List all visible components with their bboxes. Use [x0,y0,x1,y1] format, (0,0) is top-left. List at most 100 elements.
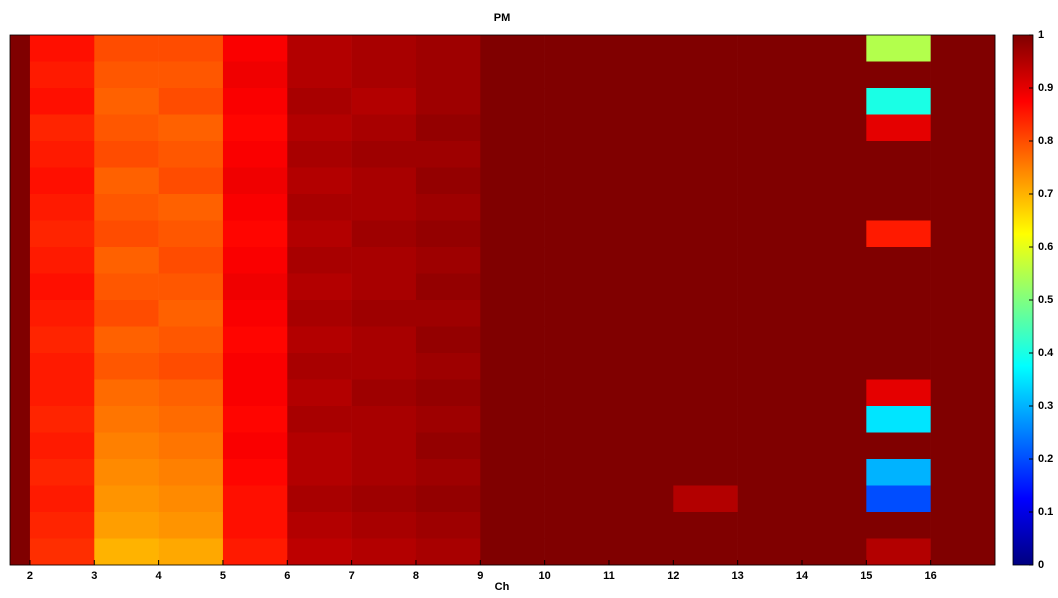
heatmap-cell [480,353,545,380]
heatmap-cell [10,88,31,115]
heatmap-cell [415,273,481,301]
heatmap-cell [866,353,931,380]
heatmap-cell [608,194,674,221]
heatmap-cell [673,61,738,89]
heatmap-cell [287,88,352,115]
heatmap-cell [29,326,95,354]
heatmap-cell [351,406,417,433]
heatmap-cell [544,432,610,460]
heatmap-cell [673,432,738,460]
heatmap-cell [222,512,288,539]
heatmap-cell [480,194,545,221]
heatmap-cell [158,512,224,539]
heatmap-cell [415,61,481,89]
heatmap-cell [737,459,803,486]
heatmap-cell [29,432,95,460]
heatmap-cell [866,194,931,221]
heatmap-cell [608,61,674,89]
heatmap-cell [29,167,95,195]
heatmap-cell [480,114,545,142]
heatmap-cell [480,35,545,62]
heatmap-cell [94,406,159,433]
heatmap-cell [544,61,610,89]
x-tick-label: 16 [925,570,937,582]
heatmap-cell [94,512,159,539]
heatmap-cell [287,326,352,354]
heatmap-cell [608,88,674,115]
heatmap-cell [351,300,417,327]
heatmap-cell [10,61,31,89]
heatmap-cell [737,114,803,142]
heatmap-cell [737,379,803,407]
heatmap-cell [158,61,224,89]
heatmap-cell [801,353,867,380]
heatmap-cell [94,194,159,221]
heatmap-cell [737,194,803,221]
heatmap-cell [415,35,481,62]
heatmap-cell [415,353,481,380]
heatmap-cell [158,167,224,195]
heatmap-cell [222,247,288,274]
heatmap-cell [222,35,288,62]
heatmap-cell [351,512,417,539]
heatmap-cell [222,141,288,168]
heatmap-cell [158,485,224,513]
heatmap-cell [94,35,159,62]
heatmap-cell [737,61,803,89]
heatmap-cell [29,300,95,327]
heatmap-cell [415,485,481,513]
heatmap-cell [287,273,352,301]
heatmap-cell [415,300,481,327]
heatmap-cell [222,114,288,142]
heatmap-cell [866,326,931,354]
heatmap-cell [351,353,417,380]
heatmap-cell [351,538,417,566]
heatmap-cell [801,538,867,566]
heatmap-cell [544,326,610,354]
heatmap-cell [866,379,931,407]
heatmap-cell [287,194,352,221]
heatmap-cell [608,247,674,274]
heatmap-cell [29,61,95,89]
heatmap-cell [29,538,95,566]
heatmap-cell [415,432,481,460]
heatmap-cell [801,300,867,327]
heatmap-cell [415,220,481,248]
heatmap-cell [29,141,95,168]
heatmap-cell [480,485,545,513]
heatmap-cell [351,141,417,168]
heatmap-cell [930,88,996,115]
heatmap-cell [29,353,95,380]
heatmap-cell [287,220,352,248]
heatmap-cell [10,512,31,539]
heatmap-cell [222,485,288,513]
heatmap-cell [930,247,996,274]
heatmap-cell [608,406,674,433]
heatmap-cell [544,406,610,433]
colorbar-tick-label: 0.4 [1038,347,1054,359]
heatmap-cell [351,35,417,62]
heatmap-cell [10,141,31,168]
heatmap-cell [351,485,417,513]
heatmap-cell [480,300,545,327]
heatmap-cell [608,220,674,248]
heatmap-cell [930,538,996,566]
heatmap-cell [158,194,224,221]
x-tick-label: 10 [539,570,551,582]
heatmap-cell [480,512,545,539]
heatmap-cell [801,406,867,433]
heatmap-cell [10,379,31,407]
heatmap-cell [544,300,610,327]
heatmap-cell [480,406,545,433]
heatmap-cell [801,35,867,62]
heatmap-cell [158,88,224,115]
heatmap-cell [673,379,738,407]
heatmap-cell [222,538,288,566]
heatmap-cell [801,220,867,248]
x-tick-label: 13 [732,570,744,582]
heatmap-cell [673,220,738,248]
x-tick-label: 14 [796,570,809,582]
heatmap-cell [94,300,159,327]
heatmap-cell [544,35,610,62]
heatmap-cell [158,353,224,380]
